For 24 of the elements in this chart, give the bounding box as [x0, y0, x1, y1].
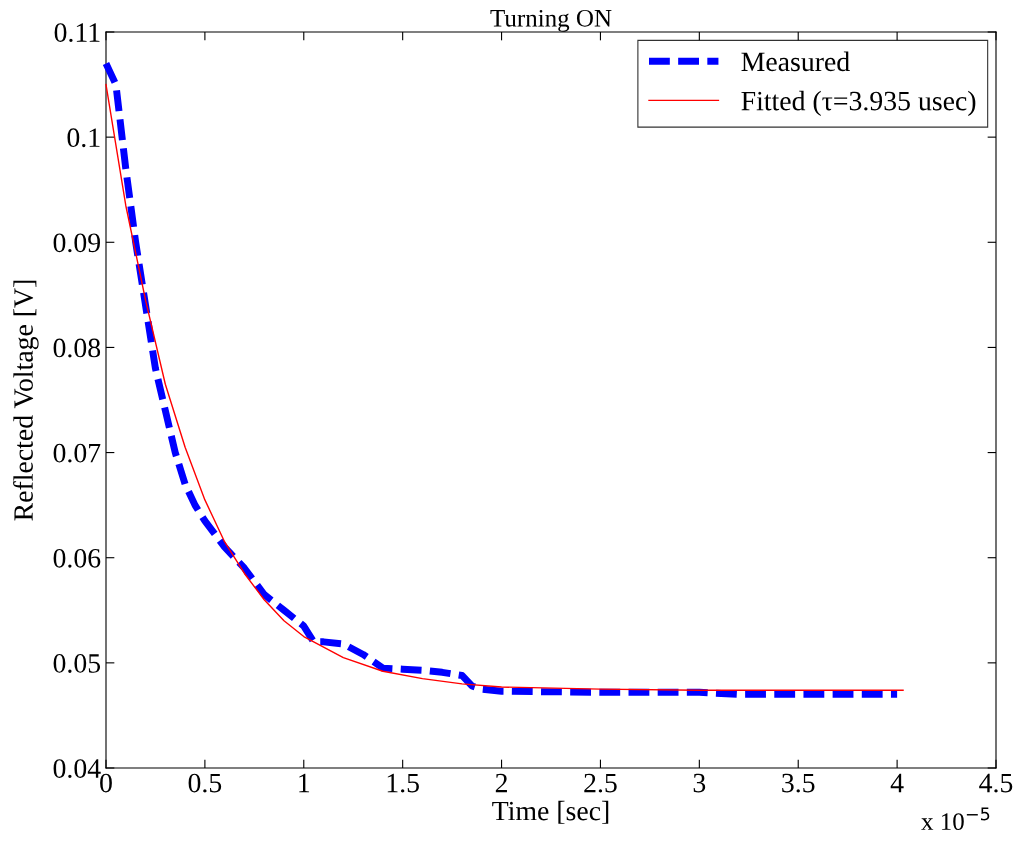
- y-axis-title: Reflected Voltage [V]: [13, 280, 39, 521]
- legend-label: Measured: [741, 51, 850, 72]
- x-axis-title: Time [sec]: [492, 800, 609, 824]
- y-tick-label: 0.07: [53, 443, 101, 463]
- x-tick-label: 4.5: [979, 773, 1013, 793]
- x-tick-label: 1: [299, 773, 310, 793]
- y-tick-label: 0.1: [67, 128, 100, 148]
- y-tick-label: 0.11: [54, 23, 100, 43]
- x-tick-label: 3.5: [782, 773, 815, 793]
- x-tick-label: 2.5: [584, 773, 617, 793]
- y-tick-label: 0.09: [53, 233, 100, 253]
- x-tick-label: 2: [495, 773, 507, 793]
- x-tick-label: 0.5: [188, 773, 222, 793]
- y-tick-label: 0.05: [53, 654, 101, 673]
- chart-title: Turning ON: [490, 9, 612, 32]
- text: x 10$^{−5}$: [921, 807, 990, 831]
- y-tick-label: 0.04: [53, 759, 101, 779]
- x-tick-label: 1.5: [387, 773, 419, 793]
- x-tick-label: 4: [890, 773, 904, 793]
- y-tick-label: 0.06: [53, 548, 101, 568]
- x-tick-label: 0: [100, 773, 112, 793]
- legend-label: Fitted (τ=3.935 usec): [741, 90, 976, 117]
- x-tick-label: 3: [693, 773, 706, 793]
- y-tick-label: 0.08: [53, 338, 101, 358]
